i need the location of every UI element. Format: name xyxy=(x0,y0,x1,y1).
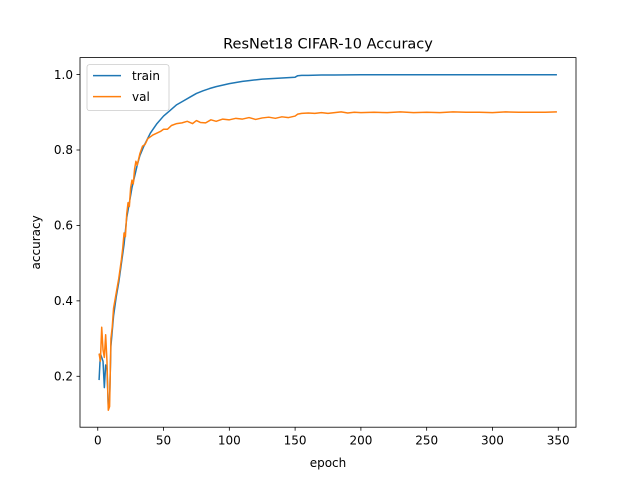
y-tick-label: 1.0 xyxy=(54,68,73,82)
x-tick-label: 250 xyxy=(415,434,438,448)
x-tick-label: 100 xyxy=(218,434,241,448)
x-axis-label: epoch xyxy=(310,456,347,470)
series-layer xyxy=(98,74,557,411)
series-line-val xyxy=(98,111,557,411)
x-tick-label: 350 xyxy=(547,434,570,448)
x-tick-label: 300 xyxy=(481,434,504,448)
y-tick-label: 0.6 xyxy=(54,219,73,233)
x-tick-label: 150 xyxy=(284,434,307,448)
chart-title: ResNet18 CIFAR-10 Accuracy xyxy=(223,37,433,53)
legend: train val xyxy=(86,64,170,111)
x-tick-label: 0 xyxy=(94,434,102,448)
y-tick-label: 0.8 xyxy=(54,143,73,157)
legend-label-val: val xyxy=(132,90,150,104)
plot-frame xyxy=(79,57,577,428)
x-tick-label: 50 xyxy=(156,434,171,448)
x-tick-label: 200 xyxy=(349,434,372,448)
y-tick-label: 0.4 xyxy=(54,294,73,308)
y-axis: 0.2 0.4 0.6 0.8 1.0 xyxy=(54,68,80,383)
legend-label-train: train xyxy=(132,69,160,83)
x-axis: 0 50 100 150 200 250 300 350 xyxy=(94,427,570,448)
y-tick-label: 0.2 xyxy=(54,369,73,383)
y-axis-label: accuracy xyxy=(29,215,43,269)
